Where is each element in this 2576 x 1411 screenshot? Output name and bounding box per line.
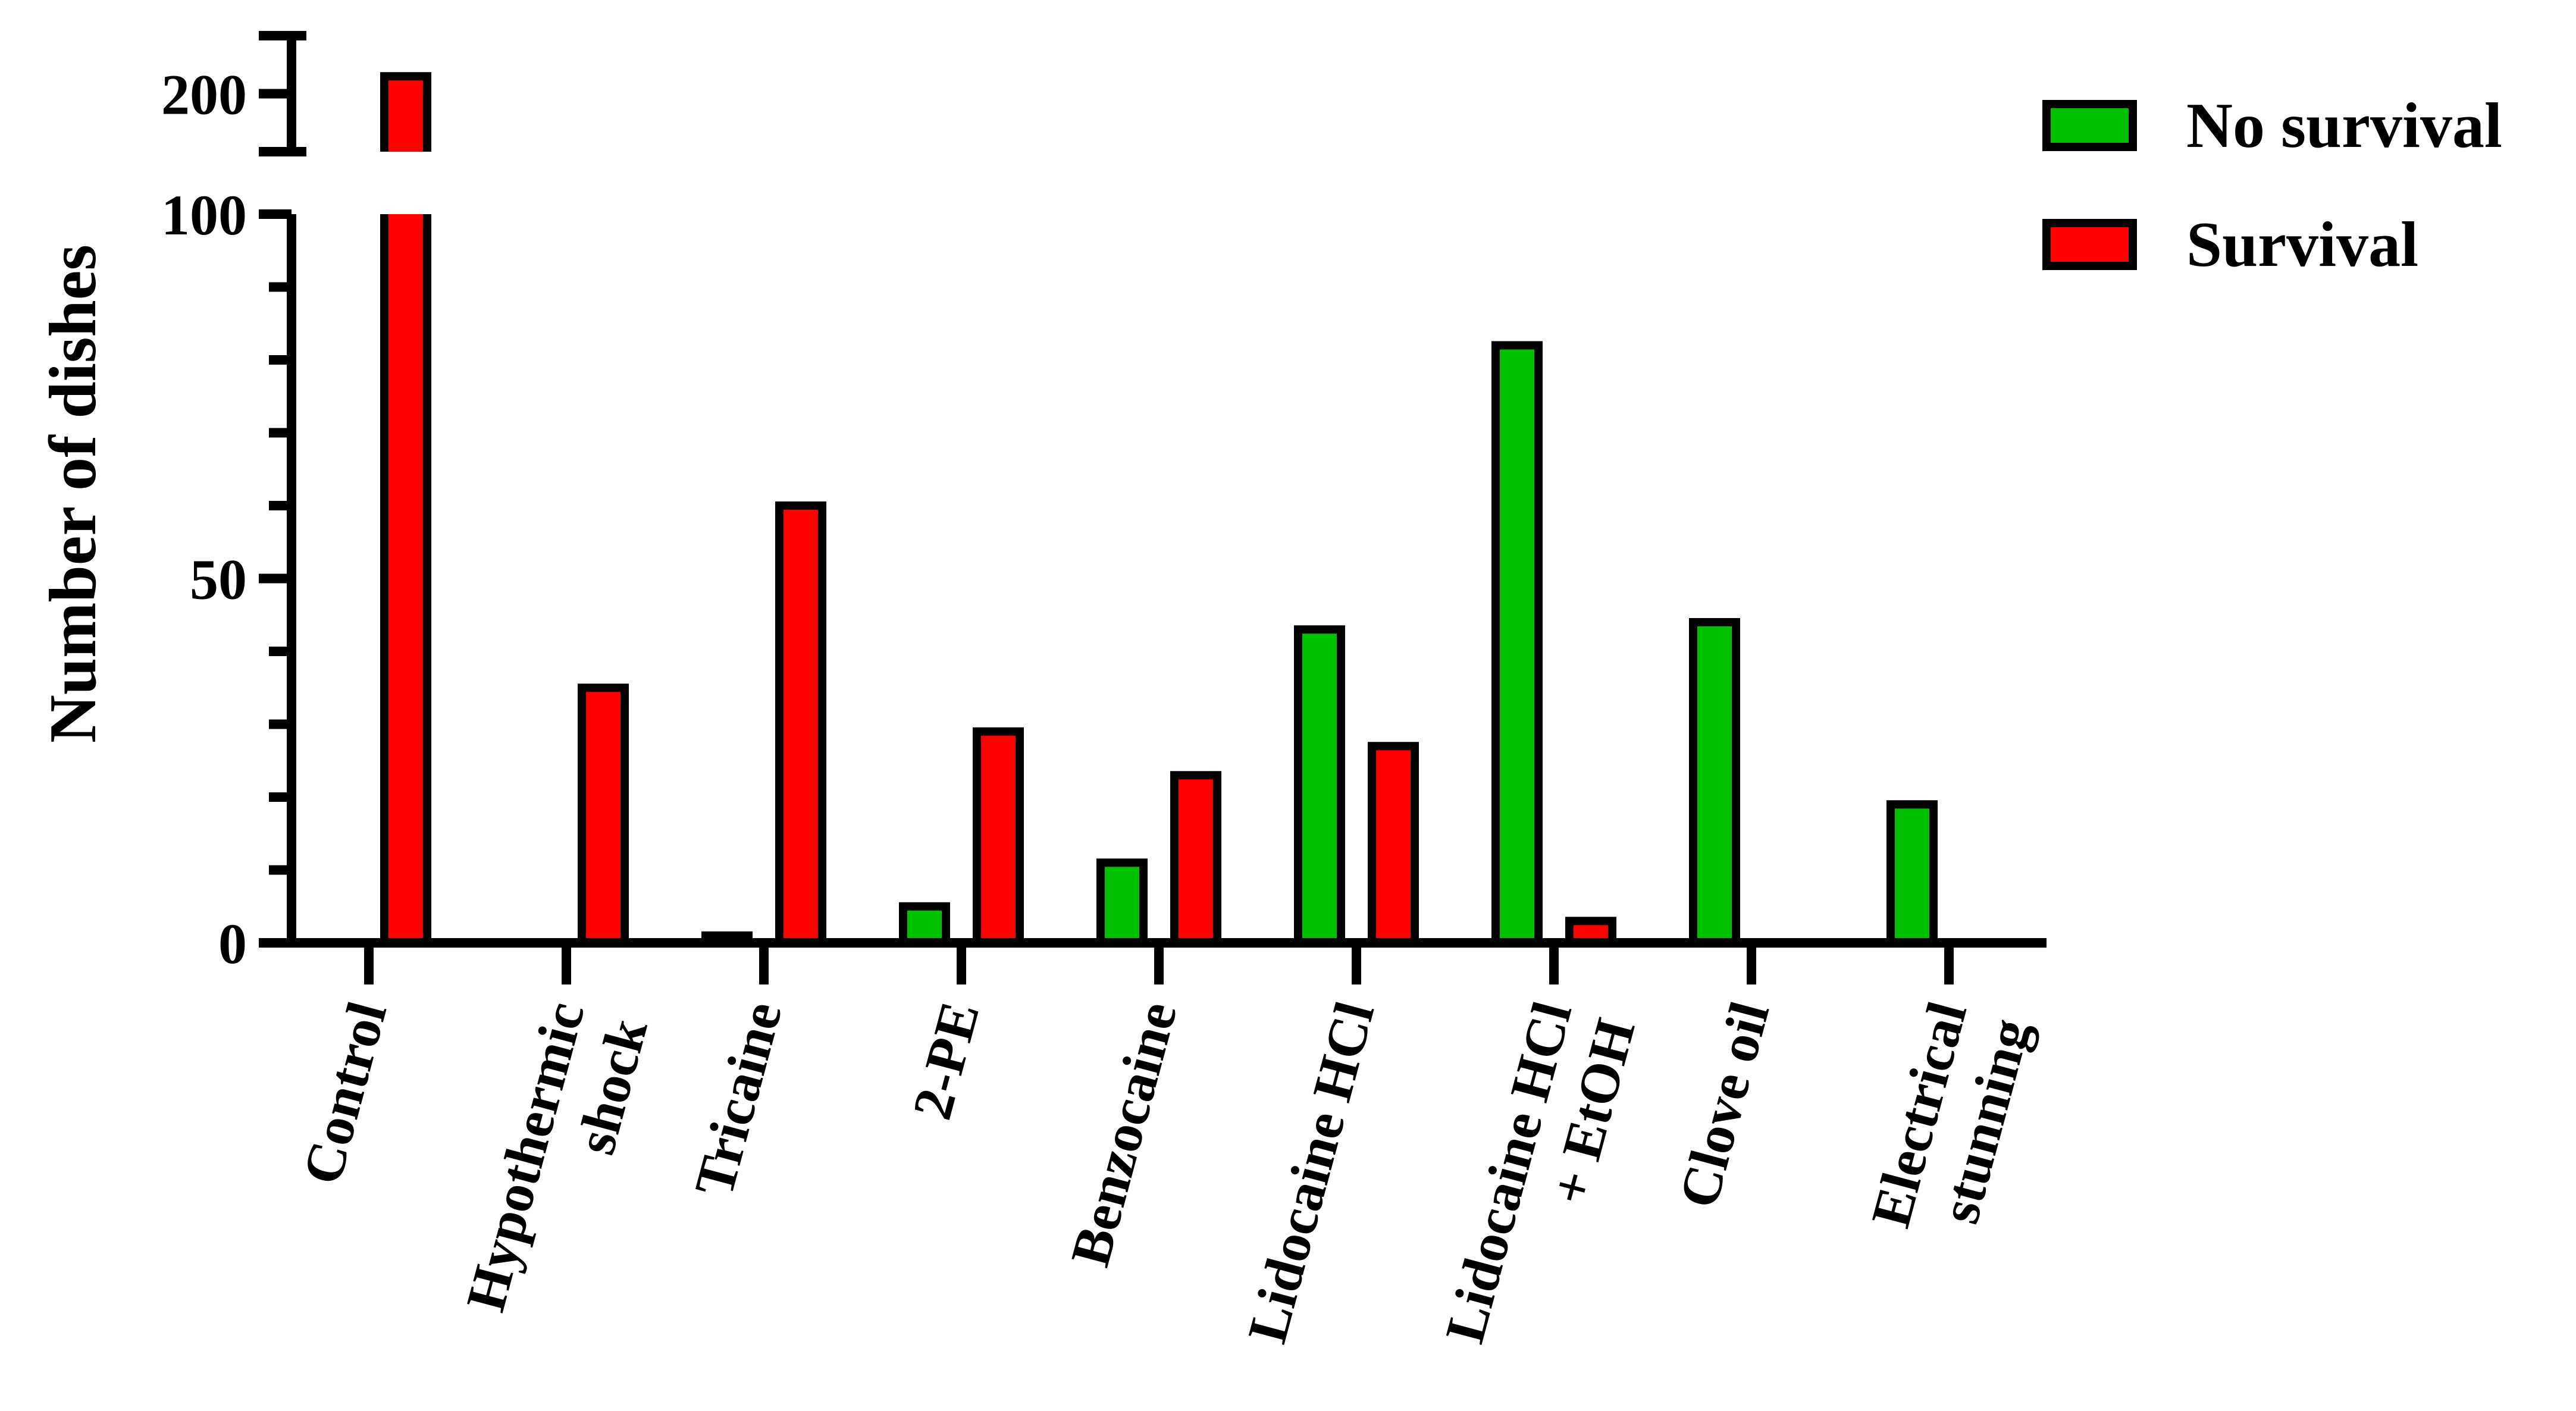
bar-no-survival-8 [1886, 800, 1938, 947]
category-label-line: Clove oil [1668, 996, 1782, 1214]
axes-layer: 200 0 50 100 [161, 31, 2047, 984]
category-label-5: Lidocaine HCl [1236, 996, 1387, 1349]
bar-survival-0-lower [384, 214, 427, 943]
legend-label-1: Survival [2186, 209, 2418, 280]
category-label-line: Lidocaine HCl [1236, 996, 1387, 1349]
bar-survival-5 [1368, 742, 1419, 947]
category-label-line: Control [291, 996, 399, 1191]
bar-no-survival-4 [1096, 858, 1148, 947]
category-label-line: Tricaine [683, 996, 794, 1203]
legend-swatch-1 [2042, 219, 2137, 270]
bar-no-survival-5 [1294, 625, 1345, 947]
bar-survival-3 [973, 727, 1024, 947]
category-label-line: 2-PE [901, 996, 991, 1126]
bar-no-survival-7 [1689, 618, 1740, 947]
bar-no-survival-3 [899, 902, 950, 947]
bars-layer [380, 72, 1938, 947]
legend-label-0: No survival [2186, 90, 2502, 161]
category-label-line: Hypothermic [455, 996, 596, 1318]
bar-survival-1 [578, 683, 629, 947]
category-label-2: Tricaine [683, 996, 794, 1203]
category-label-0: Control [291, 996, 399, 1191]
category-label-7: Clove oil [1668, 996, 1782, 1214]
bar-survival-0-upper [384, 76, 427, 152]
bar-no-survival-6 [1491, 341, 1543, 947]
category-label-6: Lidocaine HCl+ EtOH [1434, 996, 1647, 1349]
y-axis-title: Number of dishes [36, 244, 110, 743]
y-tick-label-0: 0 [218, 912, 247, 976]
y-tick-label-200: 200 [161, 63, 247, 127]
bar-survival-4 [1170, 771, 1221, 947]
bar-survival-2 [775, 501, 826, 947]
category-label-3: 2-PE [901, 996, 991, 1126]
category-label-4: Benzocaine [1059, 996, 1189, 1273]
legend: No survival Survival [2042, 90, 2502, 280]
y-tick-label-100: 100 [161, 183, 247, 247]
legend-swatch-0 [2042, 100, 2137, 151]
bar-survival-0-upper-outline [380, 72, 431, 152]
category-label-line: Benzocaine [1059, 996, 1189, 1273]
y-tick-label-50: 50 [190, 548, 247, 612]
